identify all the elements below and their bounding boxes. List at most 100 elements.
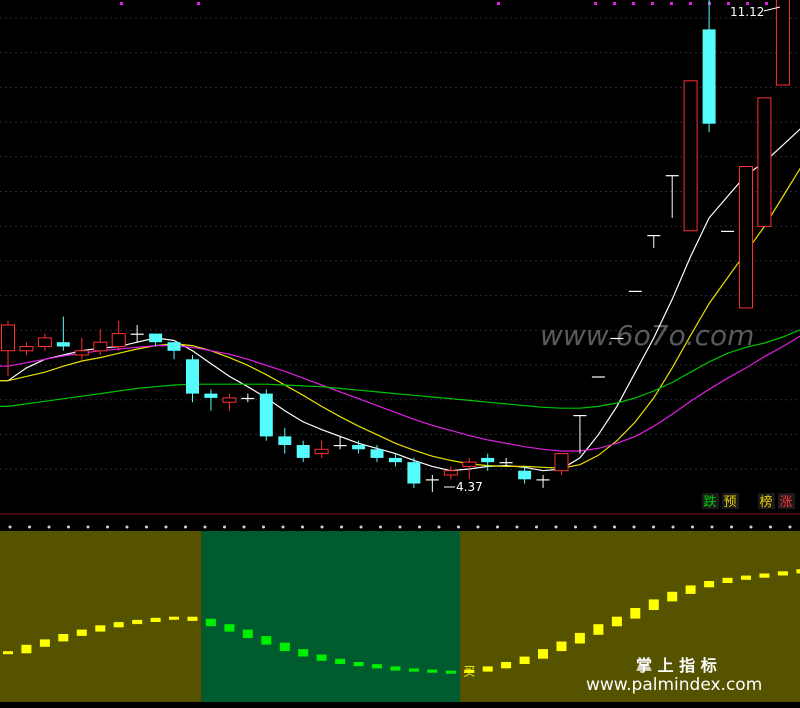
panel-dot [359,525,363,529]
top-marker-dot [746,2,749,5]
candle-body [775,0,790,86]
panel-dot [86,525,90,529]
oscillator-bar [113,622,124,628]
candle [573,415,587,454]
candle [314,440,329,458]
panel-dot [125,525,129,529]
candle [702,0,716,133]
signal-tag-text: 跌 [704,494,717,510]
candle [591,376,605,378]
top-marker-dot [120,2,123,5]
panel-dot [203,525,207,529]
panel-dot [554,525,558,529]
oscillator-bar [777,571,788,576]
panel-dot [8,525,12,529]
oscillator-bar [76,629,87,636]
oscillator-bar [593,624,604,635]
oscillator-bar [482,666,493,672]
max-price-pointer [763,6,781,12]
panel-dot [476,525,480,529]
candle-body [314,448,329,455]
top-marker-dot [632,2,635,5]
candle [628,290,642,292]
panel-dot [574,525,577,529]
candle [278,427,292,454]
min-price-label: 4.37 [456,480,483,494]
signal-tag-box [722,493,739,509]
panel-dot [710,525,714,529]
candle [37,333,52,351]
candle [149,333,163,347]
candle-body [647,235,661,237]
panel-dot [242,525,246,529]
candle [1,320,15,377]
candle-body [757,97,772,227]
panel-dot [632,525,636,529]
top-marker-dot [670,2,673,5]
signal-tag: 榜 [758,493,775,510]
candle-body [278,436,292,445]
candle-body [74,350,89,356]
top-marker-dot [197,2,200,5]
oscillator-bar [519,656,530,664]
candle-body [665,175,679,177]
panel-dot [320,525,324,529]
candlesticks [1,0,790,493]
candle-body [554,453,569,472]
oscillator-bar [261,636,272,645]
candle-body [149,333,163,343]
oscillator-zone [0,531,202,702]
candle [407,457,421,488]
price-grid [0,17,800,470]
oscillator-panel [0,525,800,702]
candle [259,389,273,441]
candle-body [443,470,458,476]
top-marker-dot [594,2,597,5]
candle-body [462,461,477,467]
candle [775,0,790,86]
panel-dot [145,525,148,529]
candle [499,457,513,467]
candle [739,166,753,309]
candle-body [1,324,15,352]
panel-dot [301,525,304,529]
candle-body [370,449,384,458]
oscillator-bar [372,664,382,669]
oscillator-bar [685,585,696,594]
panel-dot [281,525,285,529]
candle-body [388,457,402,463]
oscillator-bar [298,649,309,657]
oscillator-zone [201,531,460,702]
candle [296,440,310,463]
oscillator-bar [150,617,161,622]
panel-dot [223,525,226,529]
panel-dot [749,525,753,529]
oscillator-bar [132,619,143,625]
signal-tag-box [702,493,719,509]
oscillator-bar [316,654,327,661]
candle [518,466,532,484]
oscillator-bar [464,669,475,673]
panel-dot [535,525,538,529]
candle [241,393,255,403]
candle-body [37,337,52,347]
candle-body [93,341,108,352]
candle [536,475,550,488]
oscillator-bar [556,641,567,652]
signal-tag-text: 预 [724,495,737,510]
candle-body [721,230,734,232]
candle [462,457,477,480]
panel-dot [671,525,675,529]
candle-body [333,445,347,447]
ma-line [0,167,800,469]
oscillator-bar [408,668,419,672]
panel-dot [379,525,382,529]
oscillator-bar [95,625,106,632]
signal-tag-box [758,493,775,509]
candle-body [186,359,199,394]
panel-dot [67,525,70,529]
oscillator-bar [21,644,32,654]
oscillator-bar [39,639,50,647]
oscillator-bar [279,642,290,652]
oscillator-bar [3,651,13,655]
